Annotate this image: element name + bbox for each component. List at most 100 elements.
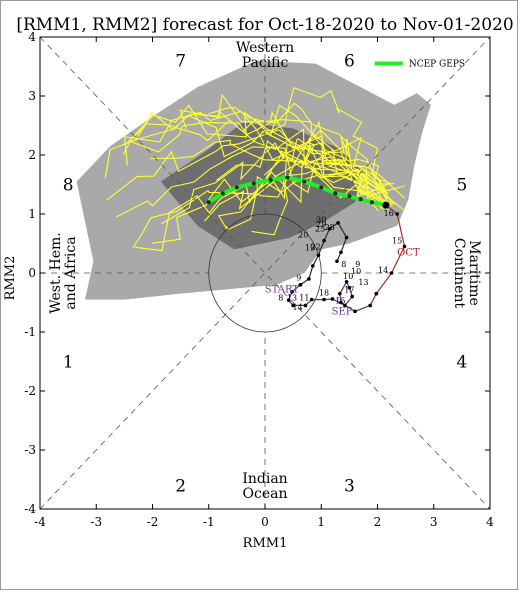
- day-label: 13: [287, 294, 297, 303]
- x-tick-label: 4: [486, 515, 494, 529]
- day-label: 10: [343, 272, 353, 281]
- ensemble-mean-point: [302, 179, 307, 184]
- ensemble-member-track: [217, 158, 388, 230]
- observed-track-point: [298, 283, 303, 287]
- observed-track-point: [322, 238, 326, 243]
- ensemble-mean-point: [333, 191, 338, 196]
- y-tick-label: -4: [24, 502, 36, 516]
- ensemble-mean-point: [358, 197, 363, 202]
- ensemble-mean-point: [347, 194, 352, 199]
- day-label: 30: [316, 215, 326, 224]
- region-label-line: Pacific: [242, 55, 289, 71]
- day-label: 29: [316, 220, 326, 229]
- x-tick-label: 3: [430, 515, 438, 529]
- y-tick-label: 4: [28, 30, 36, 44]
- ensemble-mean-point: [220, 191, 225, 196]
- region-label-line: Continent: [451, 238, 467, 309]
- month-label: SEP: [332, 306, 353, 317]
- chart-title: [RMM1, RMM2] forecast for Oct-18-2020 to…: [16, 15, 513, 35]
- region-label-line: West. Hem.: [48, 232, 64, 313]
- legend-label: NCEP GEPS: [409, 60, 465, 70]
- y-tick-label: -2: [24, 384, 36, 398]
- day-label: 9: [296, 274, 301, 283]
- phase-number-label: 7: [175, 52, 186, 72]
- y-tick-label: 0: [28, 266, 36, 280]
- ensemble-mean-point: [206, 200, 211, 205]
- region-label-line: Ocean: [243, 486, 288, 502]
- day-label: 9: [355, 260, 360, 269]
- region-label-line: Western: [236, 40, 294, 56]
- y-tick-label: -1: [24, 325, 36, 339]
- observed-track-point: [336, 221, 340, 225]
- ensemble-member-track: [263, 129, 391, 191]
- day-label: 8: [341, 260, 346, 269]
- ensemble-member-track: [128, 110, 389, 200]
- day-label: 18: [319, 288, 329, 297]
- observed-track-point: [353, 309, 357, 314]
- day-label: 28: [325, 223, 335, 232]
- observed-track-point: [316, 253, 321, 258]
- phase-number-label: 4: [456, 353, 467, 373]
- phase-divider-antidiagonal: [39, 36, 491, 510]
- phase-number-label: 3: [344, 476, 355, 496]
- day-label: 14: [378, 266, 388, 275]
- observed-track-point: [330, 297, 335, 301]
- ensemble-mean-point: [251, 181, 256, 186]
- day-label: 16: [384, 209, 394, 218]
- x-tick-label: -2: [147, 515, 159, 529]
- phase-number-label: 5: [456, 176, 467, 196]
- forecast-start-marker: [382, 201, 390, 209]
- day-label: 20: [298, 231, 308, 240]
- observed-track-point: [347, 285, 352, 290]
- observed-track-point: [327, 226, 332, 231]
- observed-track-point: [374, 291, 379, 296]
- ensemble-mean-point: [234, 185, 239, 190]
- region-label-line: and Africa: [63, 236, 79, 309]
- x-tick-label: 1: [317, 515, 325, 529]
- observed-track-point: [307, 277, 311, 281]
- ensemble-member-track: [215, 138, 388, 195]
- ensemble-mean-point: [319, 185, 324, 190]
- observed-track-point: [303, 303, 308, 308]
- region-label-line: Maritime: [466, 240, 482, 306]
- observed-track-point: [395, 212, 399, 216]
- observed-track-point: [350, 294, 354, 299]
- ensemble-member-track: [122, 104, 406, 199]
- observed-track-point: [322, 297, 326, 302]
- y-tick-label: 3: [28, 89, 36, 103]
- phase-number-label: 6: [344, 52, 355, 72]
- ensemble-member-track: [106, 129, 376, 201]
- observed-track-point: [339, 250, 343, 255]
- observed-track-point: [286, 298, 291, 302]
- day-label: 11: [299, 294, 309, 303]
- day-label: 22: [311, 242, 321, 251]
- phase-number-label: 8: [63, 176, 74, 196]
- ensemble-member-track: [134, 159, 397, 252]
- x-tick-label: -1: [203, 515, 215, 529]
- observed-track-point: [344, 235, 349, 240]
- ensemble-member-track: [150, 139, 388, 211]
- phase-divider-diagonal: [39, 36, 491, 510]
- day-label: 15: [392, 237, 402, 246]
- observed-track-point: [309, 297, 314, 302]
- x-axis-label: RMM1: [243, 536, 288, 551]
- day-label: 19: [305, 244, 315, 253]
- observed-track-point: [311, 264, 315, 268]
- ensemble-mean-point: [285, 175, 290, 180]
- observed-track-point: [290, 290, 294, 294]
- y-axis-label: RMM2: [3, 256, 18, 301]
- day-label: 14: [293, 303, 303, 312]
- observed-track-line: [300, 222, 348, 286]
- observed-track-point: [344, 280, 349, 284]
- x-tick-label: -3: [90, 515, 102, 529]
- ensemble-member-track: [104, 114, 389, 194]
- x-tick-label: -4: [34, 515, 46, 529]
- region-label: West. Hem. and Africa: [48, 232, 79, 313]
- ensemble-mean-point: [369, 200, 374, 205]
- observed-track-point: [339, 300, 343, 305]
- y-tick-label: -3: [24, 443, 36, 457]
